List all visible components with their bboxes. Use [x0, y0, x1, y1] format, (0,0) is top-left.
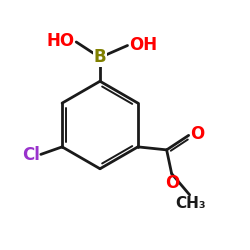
- Text: Cl: Cl: [22, 146, 40, 164]
- Text: O: O: [165, 174, 179, 192]
- Text: CH₃: CH₃: [175, 196, 206, 211]
- Text: OH: OH: [129, 36, 157, 54]
- Text: B: B: [94, 48, 106, 66]
- Text: O: O: [190, 126, 204, 144]
- Text: HO: HO: [47, 32, 75, 50]
